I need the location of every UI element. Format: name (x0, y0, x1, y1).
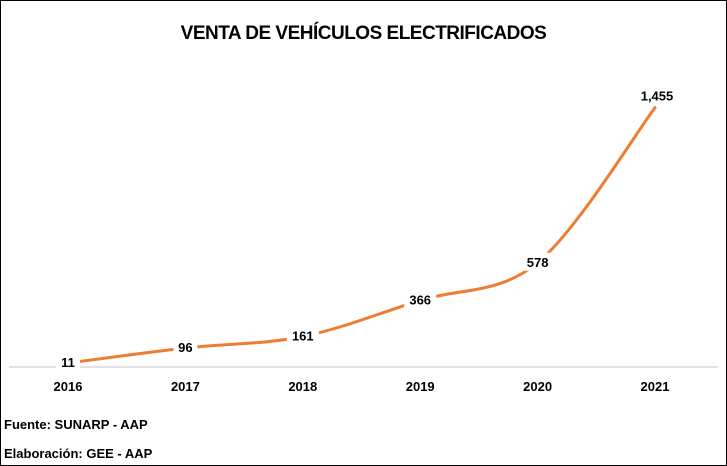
chart-title: VENTA DE VEHÍCULOS ELECTRIFICADOS (180, 23, 547, 44)
data-label-background (521, 252, 554, 271)
data-label-background (633, 86, 681, 105)
data-label: 161 (292, 329, 314, 344)
data-label: 11 (61, 355, 75, 370)
x-tick-label: 2020 (523, 379, 552, 394)
x-tick-label: 2021 (641, 379, 670, 394)
x-tick-label: 2019 (406, 379, 435, 394)
data-label: 96 (178, 340, 192, 355)
data-label: 578 (527, 255, 549, 270)
data-label: 366 (409, 292, 431, 307)
data-label-background (173, 338, 198, 357)
data-label-background (286, 326, 319, 345)
data-label: 1,455 (641, 89, 674, 104)
source-note: Fuente: SUNARP - AAP (4, 417, 148, 432)
x-tick-label: 2016 (54, 379, 83, 394)
data-label-background (404, 290, 437, 309)
data-label-background (56, 353, 80, 372)
x-tick-label: 2018 (288, 379, 317, 394)
series-line (66, 106, 657, 365)
elaboration-note: Elaboración: GEE - AAP (4, 446, 153, 461)
x-tick-label: 2017 (171, 379, 200, 394)
